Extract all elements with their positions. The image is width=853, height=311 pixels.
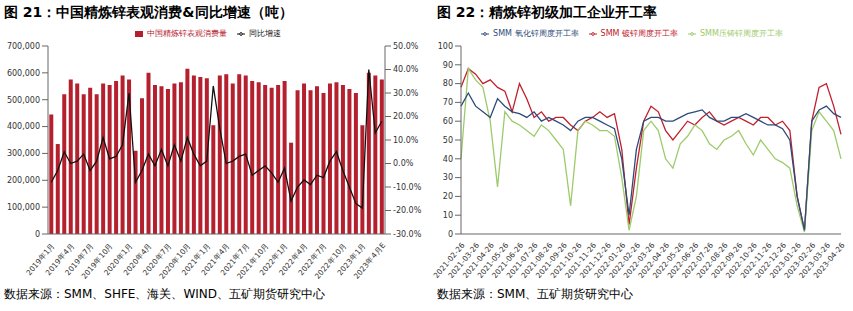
svg-text:600,000: 600,000 [8, 69, 40, 78]
svg-text:2021-05-26: 2021-05-26 [475, 240, 511, 281]
svg-text:2021-04-26: 2021-04-26 [460, 240, 496, 281]
svg-text:2022年4月: 2022年4月 [277, 240, 310, 278]
svg-text:50: 50 [443, 136, 453, 145]
svg-text:2022-02-26: 2022-02-26 [607, 240, 642, 281]
svg-text:2022年10月: 2022年10月 [312, 240, 349, 281]
svg-text:0: 0 [35, 230, 40, 239]
svg-text:2021-09-26: 2021-09-26 [534, 240, 569, 281]
svg-text:2022年7月: 2022年7月 [296, 240, 329, 278]
svg-text:2021-07-26: 2021-07-26 [504, 240, 540, 281]
svg-text:200,000: 200,000 [8, 176, 40, 185]
svg-text:2023-03-26: 2023-03-26 [797, 240, 832, 281]
svg-text:2019年1月: 2019年1月 [24, 240, 57, 278]
svg-text:2021-11-26: 2021-11-26 [563, 240, 599, 281]
svg-text:2023-01-26: 2023-01-26 [767, 240, 803, 281]
svg-text:2020年4月: 2020年4月 [121, 240, 155, 278]
svg-text:2022-10-26: 2022-10-26 [724, 240, 759, 281]
svg-text:90: 90 [443, 61, 453, 70]
svg-text:2022-08-26: 2022-08-26 [694, 240, 730, 281]
svg-text:2022-01-26: 2022-01-26 [592, 240, 628, 281]
svg-text:70: 70 [443, 98, 453, 107]
svg-text:2021年1月: 2021年1月 [179, 240, 213, 278]
svg-text:2022-04-26: 2022-04-26 [636, 240, 672, 281]
svg-text:40: 40 [443, 155, 453, 164]
svg-text:100,000: 100,000 [8, 203, 40, 212]
svg-text:20: 20 [443, 192, 453, 201]
svg-text:20.0%: 20.0% [393, 112, 419, 121]
svg-text:2023年4月E: 2023年4月E [352, 241, 388, 281]
svg-text:2021-12-26: 2021-12-26 [577, 240, 613, 281]
svg-text:2022年1月: 2022年1月 [257, 240, 291, 278]
svg-text:40.0%: 40.0% [393, 65, 419, 74]
html-text:SMM 氧化锌周度开工率: SMM 氧化锌周度开工率 [493, 29, 579, 38]
svg-text:2023-02-26: 2023-02-26 [782, 240, 818, 281]
html-text:中国精炼锌表观消费量: 中国精炼锌表观消费量 [146, 29, 227, 38]
svg-text:-10.0%: -10.0% [393, 183, 422, 192]
svg-text:300,000: 300,000 [8, 149, 40, 158]
svg-text:2022-12-26: 2022-12-26 [753, 240, 789, 281]
svg-text:2020年7月: 2020年7月 [141, 240, 174, 278]
svg-text:2023-04-26: 2023-04-26 [812, 241, 845, 280]
svg-text:50.0%: 50.0% [393, 42, 419, 51]
html-text:SMM压铸锌周度开工率: SMM压铸锌周度开工率 [700, 29, 783, 38]
svg-text:2021-06-26: 2021-06-26 [490, 240, 526, 281]
svg-text:60: 60 [443, 117, 453, 126]
svg-text:10: 10 [443, 211, 453, 220]
svg-text:500,000: 500,000 [8, 96, 40, 105]
svg-text:30.0%: 30.0% [393, 89, 419, 98]
svg-text:2021-03-26: 2021-03-26 [446, 240, 482, 281]
svg-text:2022-11-26: 2022-11-26 [738, 240, 774, 281]
svg-text:80: 80 [443, 79, 453, 88]
svg-text:2023年1月: 2023年1月 [335, 240, 368, 278]
html-text:SMM 镀锌周度开工率: SMM 镀锌周度开工率 [600, 29, 678, 38]
html-text:同比增速: 同比增速 [248, 29, 281, 38]
svg-text:2021-10-26: 2021-10-26 [548, 240, 584, 281]
html-text:数据来源：SMM、五矿期货研究中心: 数据来源：SMM、五矿期货研究中心 [437, 287, 634, 301]
svg-text:2022-05-26: 2022-05-26 [650, 240, 686, 281]
svg-text:100: 100 [438, 42, 453, 51]
html-text:图 22：精炼锌初级加工企业开工率: 图 22：精炼锌初级加工企业开工率 [437, 4, 658, 20]
svg-text:2019年10月: 2019年10月 [79, 240, 116, 281]
svg-text:2022-07-26: 2022-07-26 [680, 240, 716, 281]
svg-text:10.0%: 10.0% [393, 136, 419, 145]
svg-text:0.0%: 0.0% [393, 159, 414, 168]
svg-text:-30.0%: -30.0% [393, 230, 422, 239]
svg-text:2021年7月: 2021年7月 [218, 240, 252, 278]
svg-text:2021年4月: 2021年4月 [199, 240, 232, 278]
svg-text:2019年4月: 2019年4月 [43, 240, 77, 278]
svg-text:2019年7月: 2019年7月 [63, 240, 96, 278]
svg-text:700,000: 700,000 [8, 42, 40, 51]
svg-text:2021年10月: 2021年10月 [235, 240, 271, 281]
svg-text:30: 30 [443, 173, 453, 182]
html-text:图 21：中国精炼锌表观消费&同比增速（吨）: 图 21：中国精炼锌表观消费&同比增速（吨） [4, 4, 293, 20]
svg-text:-20.0%: -20.0% [393, 206, 422, 215]
svg-text:2022-06-26: 2022-06-26 [665, 240, 701, 281]
svg-text:2022-03-26: 2022-03-26 [621, 240, 657, 281]
svg-text:2020年1月: 2020年1月 [102, 240, 135, 278]
html-text:数据来源：SMM、SHFE、海关、WIND、五矿期货研究中心: 数据来源：SMM、SHFE、海关、WIND、五矿期货研究中心 [4, 287, 326, 301]
svg-text:400,000: 400,000 [8, 122, 40, 131]
svg-text:2022-09-26: 2022-09-26 [709, 240, 745, 281]
svg-text:2021-08-26: 2021-08-26 [519, 240, 555, 281]
svg-text:2020年10月: 2020年10月 [157, 240, 193, 281]
svg-text:0: 0 [448, 230, 453, 239]
